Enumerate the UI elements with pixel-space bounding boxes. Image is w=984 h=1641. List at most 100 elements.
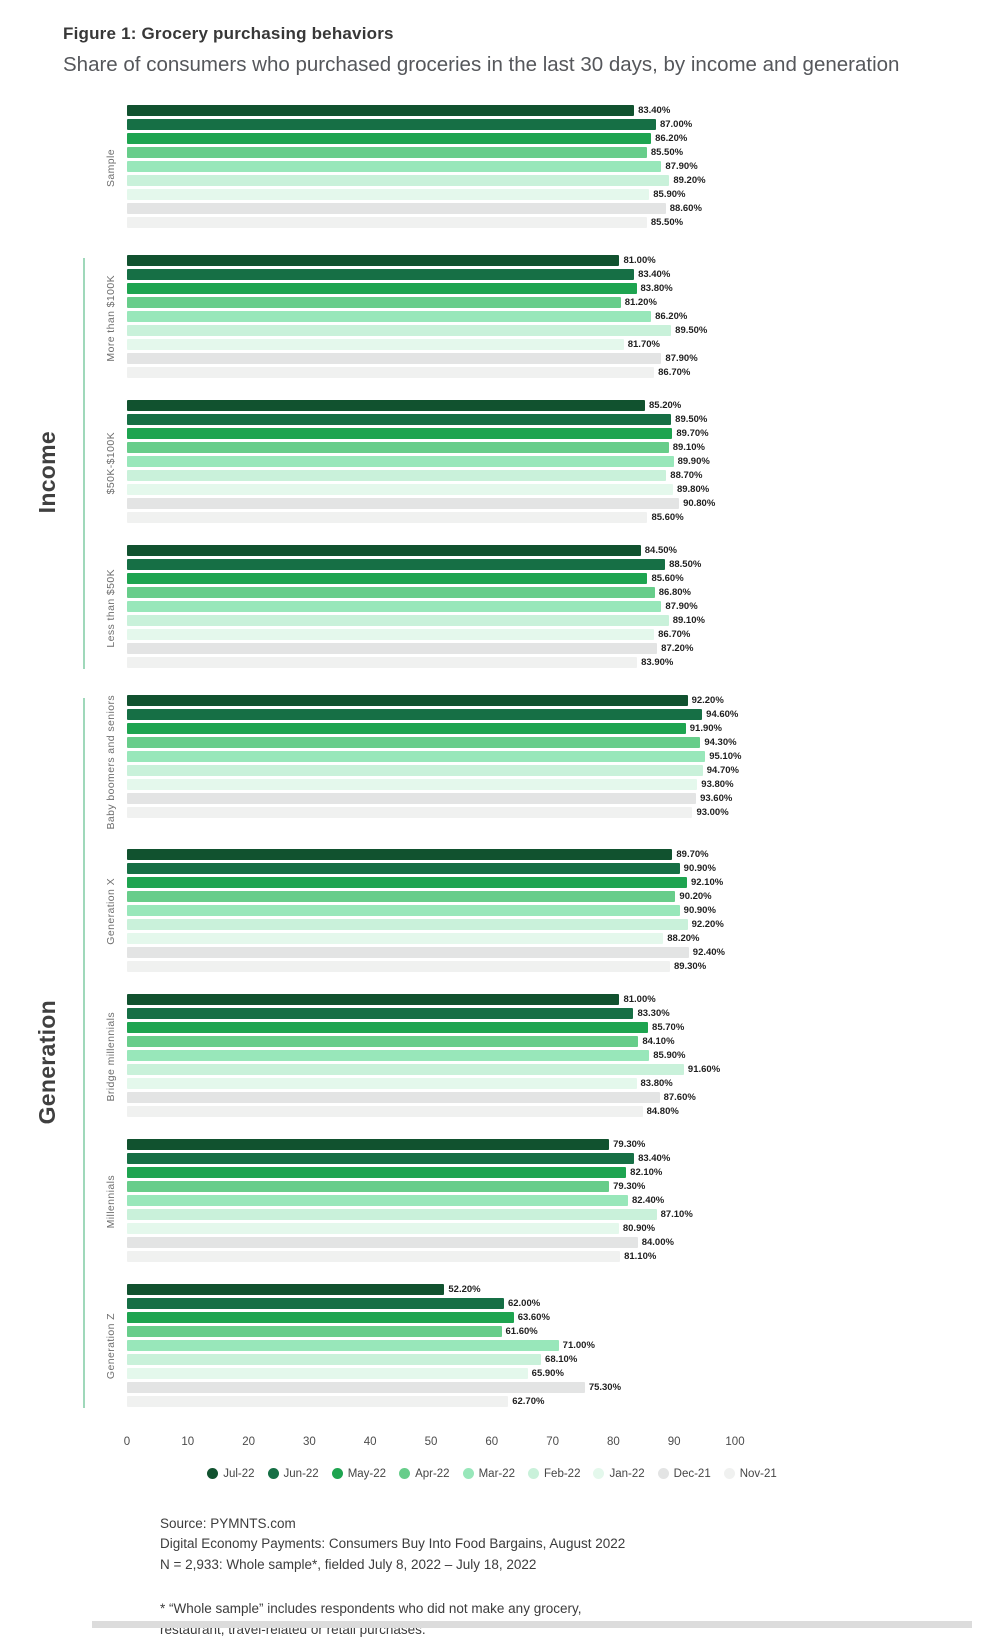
bar-value-label: 52.20%	[448, 1283, 481, 1295]
bar-row: 93.80%	[127, 779, 984, 790]
bar-row: 65.90%	[127, 1367, 984, 1379]
bar-group-bars: 92.20% 94.60% 91.90% 94.30% 95.10% 94.70% 93.8…	[127, 695, 984, 830]
bar-value-label: 90.20%	[679, 890, 712, 902]
bar-value-label: 85.70%	[652, 1021, 685, 1033]
bar-group: Millennials 79.30% 83.40% 82.10% 79.30% 82.40…	[94, 1138, 984, 1265]
legend-item-mar-22: Mar-22	[462, 1467, 516, 1480]
section-title: Income	[33, 431, 60, 514]
bar-feb-22	[127, 765, 703, 776]
bar-dec-21	[127, 1091, 660, 1103]
bar-jul-22	[127, 1283, 445, 1295]
bar-row: 87.90%	[127, 353, 984, 364]
bar-row: 90.20%	[127, 890, 984, 902]
x-axis-tick-label: 30	[302, 1435, 316, 1448]
bar-value-label: 87.20%	[661, 643, 694, 654]
bar-group: Less than $50K 84.50% 88.50% 85.60% 86.80% 87…	[94, 545, 984, 671]
source-line: N = 2,933: Whole sample*, fielded July 8…	[160, 1557, 537, 1573]
bar-row: 84.50%	[127, 545, 984, 556]
x-axis: 0 10 20 30 40 50 60 70 80 90 100	[123, 1434, 984, 1452]
bar-row: 89.70%	[127, 428, 984, 439]
bar-nov-21	[127, 657, 638, 668]
bar-value-label: 83.80%	[640, 1077, 673, 1089]
legend-item-label: May-22	[347, 1467, 387, 1480]
bar-group-label-text: Baby boomers and seniors	[104, 695, 117, 830]
bar-group: Baby boomers and seniors 92.20% 94.60% 91.9…	[94, 695, 984, 830]
bar-group-label-text: Bridge millennials	[104, 1011, 117, 1102]
bar-value-label: 83.40%	[638, 269, 671, 280]
source-block: Source: PYMNTS.com Digital Economy Payme…	[160, 1514, 984, 1577]
bar-jan-22	[127, 339, 624, 350]
bar-row: 79.30%	[127, 1138, 984, 1150]
bar-row: 94.60%	[127, 709, 984, 720]
bar-value-label: 65.90%	[531, 1367, 564, 1379]
bar-row: 71.00%	[127, 1339, 984, 1351]
bar-dec-21	[127, 203, 666, 214]
bar-row: 88.20%	[127, 932, 984, 944]
bar-apr-22	[127, 737, 701, 748]
bar-value-label: 88.70%	[670, 470, 703, 481]
legend-item-may-22: May-22	[331, 1467, 387, 1480]
bar-value-label: 87.60%	[663, 1091, 696, 1103]
bar-jul-22	[127, 255, 620, 266]
bar-row: 81.00%	[127, 255, 984, 266]
bar-row: 68.10%	[127, 1353, 984, 1365]
bar-feb-22	[127, 918, 688, 930]
bar-row: 83.80%	[127, 1077, 984, 1089]
bar-group-bars: 81.00% 83.30% 85.70% 84.10% 85.90% 91.60% 83.8…	[127, 993, 984, 1120]
bar-value-label: 85.90%	[653, 189, 686, 200]
section-gutter: Generation	[0, 695, 94, 1429]
bar-value-label: 61.60%	[505, 1325, 538, 1337]
bar-value-label: 86.20%	[655, 133, 688, 144]
x-axis-tick-label: 40	[363, 1435, 377, 1448]
bar-jan-22	[127, 1367, 528, 1379]
bar-feb-22	[127, 1063, 684, 1075]
bar-value-label: 90.80%	[683, 498, 716, 509]
bar-value-label: 68.10%	[545, 1353, 578, 1365]
bar-row: 93.00%	[127, 807, 984, 818]
bar-group-label-text: Millennials	[104, 1174, 117, 1229]
bar-row: 87.20%	[127, 643, 984, 654]
chart-legend: Jul-22 Jun-22 May-22 Apr-22 Mar-22 Feb-22 Jan-…	[0, 1468, 984, 1480]
legend-swatch-icon	[462, 1468, 474, 1480]
bar-row: 94.30%	[127, 737, 984, 748]
bar-group-bars: 79.30% 83.40% 82.10% 79.30% 82.40% 87.10% 80.9…	[127, 1138, 984, 1265]
bar-mar-22	[127, 1049, 650, 1061]
section-groups: More than $100K 81.00% 83.40% 83.80% 81.20% 8…	[94, 255, 984, 690]
legend-item-label: Mar-22	[478, 1467, 516, 1480]
bar-mar-22	[127, 904, 680, 916]
page-bottom-strip	[92, 1621, 972, 1628]
bar-value-label: 85.50%	[650, 147, 684, 158]
bar-jun-22	[127, 862, 680, 874]
bar-row: 83.40%	[127, 1152, 984, 1164]
legend-swatch-icon	[331, 1468, 343, 1480]
bar-row: 87.60%	[127, 1091, 984, 1103]
legend-swatch-icon	[399, 1468, 411, 1480]
bar-group: $50K-$100K 85.20% 89.50% 89.70% 89.10% 89.90%…	[94, 400, 984, 526]
bar-jul-22	[127, 695, 688, 706]
bar-row: 91.60%	[127, 1063, 984, 1075]
legend-swatch-icon	[593, 1468, 605, 1480]
bar-mar-22	[127, 456, 674, 467]
bar-row: 85.50%	[127, 147, 984, 158]
bar-group-bars: 81.00% 83.40% 83.80% 81.20% 86.20% 89.50% 81.7…	[127, 255, 984, 381]
bar-apr-22	[127, 1325, 502, 1337]
x-axis-tick-label: 0	[123, 1435, 131, 1448]
bar-dec-21	[127, 946, 689, 958]
bar-row: 84.00%	[127, 1236, 984, 1248]
bar-row: 83.40%	[127, 269, 984, 280]
bar-group-label: Millennials	[94, 1139, 127, 1265]
bar-value-label: 82.40%	[631, 1194, 665, 1206]
bar-value-label: 82.10%	[630, 1166, 663, 1178]
bar-value-label: 62.70%	[512, 1395, 545, 1407]
bar-row: 89.20%	[127, 175, 984, 186]
bar-row: 92.40%	[127, 946, 984, 958]
bar-row: 84.10%	[127, 1035, 984, 1047]
bar-row: 95.10%	[127, 751, 984, 762]
bar-group: Generation Z 52.20% 62.00% 63.60% 61.60% 71.0…	[94, 1283, 984, 1410]
bar-mar-22	[127, 1339, 559, 1351]
bar-value-label: 83.40%	[638, 1152, 671, 1164]
bar-may-22	[127, 573, 648, 584]
legend-item-jun-22: Jun-22	[267, 1468, 319, 1480]
bar-value-label: 84.10%	[642, 1035, 675, 1047]
bar-jun-22	[127, 119, 656, 130]
